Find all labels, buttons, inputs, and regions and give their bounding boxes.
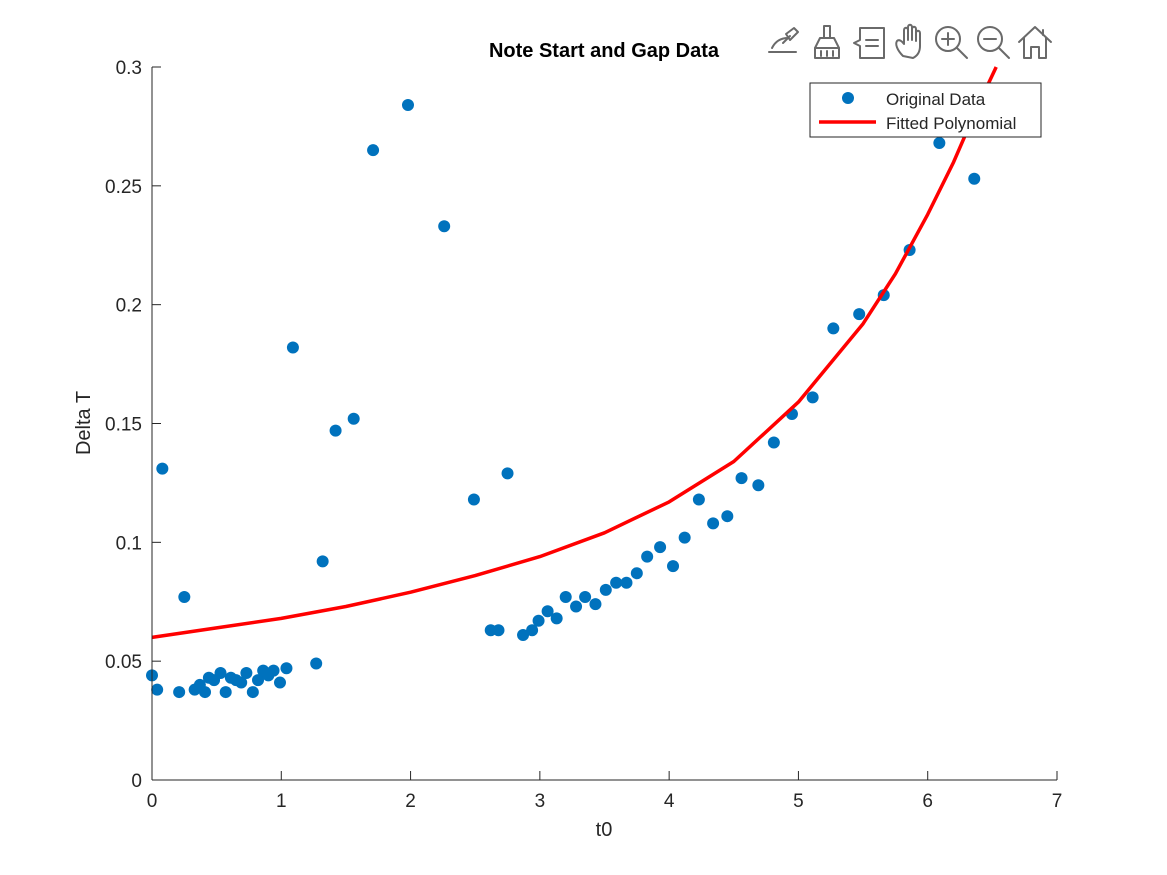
y-tick-label: 0.25 [105,177,142,198]
data-point [151,683,164,696]
x-tick-label: 1 [276,791,287,812]
data-point [367,144,380,157]
data-point [517,629,530,642]
data-point [654,541,667,554]
data-point [678,531,691,544]
data-point [178,590,191,603]
data-point [541,605,554,618]
legend-label-fitted-polynomial: Fitted Polynomial [886,114,1016,133]
zoom-out-icon[interactable] [977,26,1010,59]
fitted-polynomial-line [151,66,998,640]
legend-box [809,82,1042,138]
data-point [156,462,169,475]
data-point [767,436,780,449]
edit-icon[interactable] [768,27,799,53]
x-axis-label: t0 [596,819,613,841]
data-point [579,590,592,603]
data-point [329,424,342,437]
y-axis-label: Delta T [73,391,95,455]
y-tick-label: 0 [131,771,142,792]
data-point [467,493,480,506]
x-tick-label: 6 [922,791,933,812]
axes-layer: 0 1 2 3 4 5 6 7 0 0.05 0.1 0.15 0.2 0.25 0.3 [105,58,1062,812]
data-point [630,567,643,580]
data-point [438,220,451,233]
data-point [752,479,765,492]
data-point [173,686,186,699]
data-point [599,583,612,596]
y-tick-label: 0.05 [105,652,142,673]
pan-icon[interactable] [895,23,921,59]
x-tick-label: 2 [405,791,416,812]
x-tick-label: 7 [1052,791,1063,812]
data-point [286,341,299,354]
data-point [550,612,563,625]
data-point [501,467,514,480]
data-point [240,667,253,680]
data-point [806,391,819,404]
data-point [199,686,212,699]
home-icon[interactable] [1018,26,1052,59]
x-tick-label: 4 [664,791,675,812]
plot-area[interactable]: 0 1 2 3 4 5 6 7 0 0.05 0.1 0.15 0.2 0.25 0.3 [105,58,1062,812]
data-point [492,624,505,637]
data-point [968,172,981,185]
data-point [610,576,623,589]
data-point [933,137,946,150]
data-point [692,493,705,506]
data-point [310,657,323,670]
axes-toolbar [768,23,1052,59]
data-point [667,560,680,573]
data-point [559,590,572,603]
data-point [214,667,227,680]
y-tick-label: 0.15 [105,415,142,436]
data-point [641,550,654,563]
data-point [721,510,734,523]
data-point [707,517,720,530]
data-point [280,662,293,675]
data-point [252,674,265,687]
data-point [526,624,539,637]
data-point [267,664,280,677]
legend[interactable]: Original Data Fitted Polynomial [809,82,1042,138]
series-layer [146,66,998,699]
zoom-in-icon[interactable] [935,26,968,59]
data-point [401,99,414,112]
x-tick-label: 0 [147,791,158,812]
data-point [273,676,286,689]
plot-background [152,67,1057,780]
data-point [827,322,840,335]
data-point [347,412,360,425]
brush-icon[interactable] [814,25,840,59]
datatip-icon[interactable] [853,27,885,59]
x-tick-label: 5 [793,791,804,812]
y-tick-label: 0.3 [116,58,142,79]
legend-label-original-data: Original Data [886,90,986,109]
data-point [853,308,866,321]
y-tick-label: 0.2 [116,296,142,317]
data-point [532,614,545,627]
data-point [316,555,329,568]
y-tick-label: 0.1 [116,533,142,554]
data-point [235,676,248,689]
data-point [246,686,259,699]
data-point [589,598,602,611]
chart-title: Note Start and Gap Data [489,40,720,62]
data-point [570,600,583,613]
data-point [620,576,633,589]
x-tick-label: 3 [535,791,546,812]
data-point [735,472,748,485]
data-point [219,686,232,699]
legend-marker-original-data [842,92,854,104]
